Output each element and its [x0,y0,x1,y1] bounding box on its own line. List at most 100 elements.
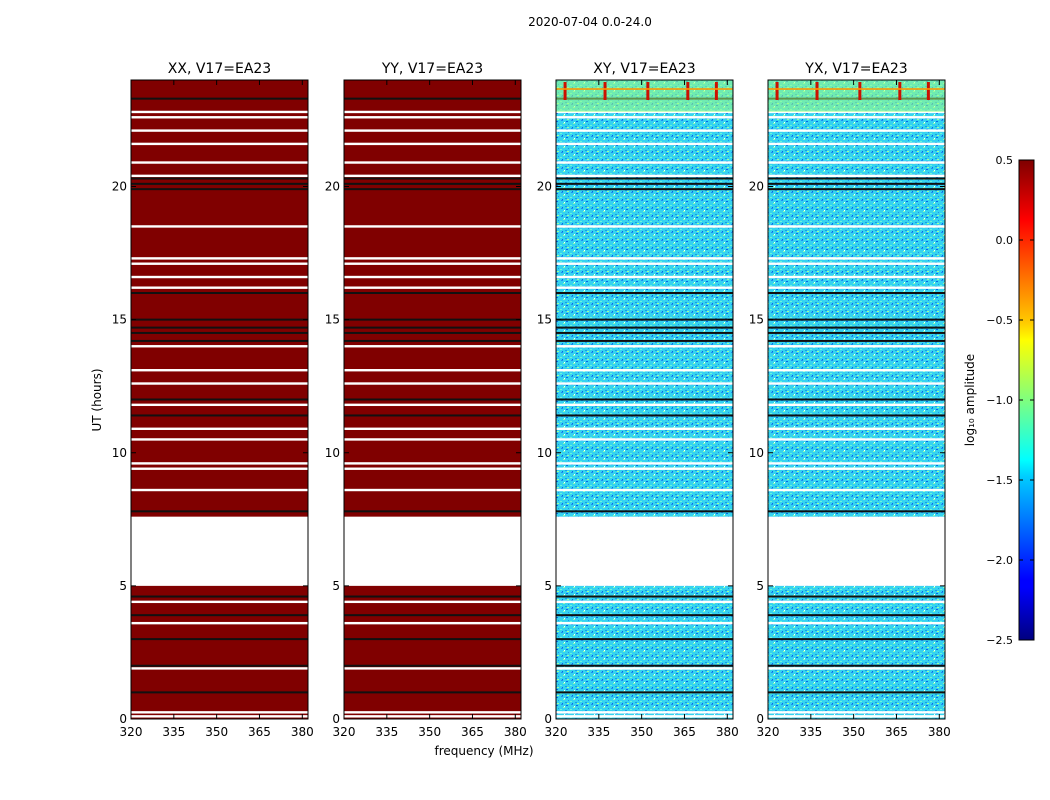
dark-row [768,638,945,641]
panel-1: XX, V17=EA23 320 335 350 365 380 0 5 10 15 20 [112,61,314,739]
dark-row [768,664,945,667]
y-tick-label: 0 [544,712,552,726]
dark-row [556,318,733,321]
blank-row [344,438,521,441]
x-tick-label: 380 [716,725,739,739]
blank-row [131,161,308,164]
x-tick-label: 350 [418,725,441,739]
dark-row [344,97,521,100]
blank-row [131,667,308,670]
blank-row [768,369,945,372]
y-tick-label: 20 [325,180,340,194]
dark-row [344,664,521,667]
blank-row [556,427,733,430]
x-tick-label: 380 [291,725,314,739]
blank-row [768,438,945,441]
warm-band [556,80,733,112]
blank-row [768,257,945,260]
blank-row [344,382,521,385]
y-tick-label: 15 [325,313,340,327]
blank-row [131,110,308,114]
y-tick-label: 0 [119,712,127,726]
dark-row [556,595,733,598]
y-tick-label: 0 [756,712,764,726]
panel-frame [767,79,946,720]
dark-row [344,414,521,417]
dark-row [768,326,945,329]
dark-row [556,510,733,513]
x-tick-label: 335 [799,725,822,739]
rfi-spike [926,82,930,100]
y-axis-label: UT (hours) [90,368,104,431]
blank-row [344,462,521,465]
rfi-row [556,87,733,90]
y-tick-label: 5 [544,579,552,593]
blank-row [131,715,308,718]
dark-row [131,638,308,641]
dark-row [556,182,733,185]
x-tick-label: 380 [504,725,527,739]
y-tick-label: 10 [325,446,340,460]
y-tick-label: 5 [756,579,764,593]
dark-row [131,414,308,417]
y-tick-label: 15 [537,313,552,327]
blank-row [131,129,308,132]
blank-row [556,286,733,289]
blank-row [768,427,945,430]
colorbar-tick-label: 0.5 [996,154,1014,167]
blank-row [131,382,308,385]
x-tick-label: 320 [545,725,568,739]
dark-row [768,331,945,334]
dark-row [131,664,308,667]
colorbar-tick-label: −2.5 [986,634,1013,647]
dark-row [556,188,733,191]
blank-row [768,275,945,279]
heatmap-block-lower [556,585,733,719]
x-tick-label: 365 [248,725,271,739]
rfi-spike [898,82,902,100]
blank-row [768,715,945,718]
dark-row [556,664,733,667]
blank-row [344,225,521,228]
rfi-spike [686,82,690,100]
dark-row [768,595,945,598]
blank-row [556,667,733,670]
colorbar-layer: 0.5 0.0 −0.5 −1.0 −1.5 −2.0 −2.5 [986,154,1035,647]
blank-row [131,257,308,260]
blank-row [556,116,733,119]
blank-row [768,462,945,465]
blank-row [344,257,521,260]
y-tick-label: 0 [332,712,340,726]
panel-4: YX, V17=EA23 320 335 350 365 380 0 5 10 15 20 [749,61,951,739]
blank-row [131,711,308,714]
blank-row [344,667,521,670]
blank-row [556,142,733,146]
blank-row [131,142,308,146]
blank-row [556,438,733,441]
blank-row [768,600,945,604]
y-tick-label: 10 [749,446,764,460]
dark-row [768,510,945,513]
blank-row [556,275,733,279]
dark-row [556,638,733,641]
blank-row [344,345,521,348]
blank-row [344,715,521,718]
panel-title: XY, V17=EA23 [593,61,695,77]
dark-row [768,318,945,321]
dark-row [344,398,521,401]
dark-row [768,414,945,417]
x-axis-label: frequency (MHz) [434,744,533,758]
panel-2: YY, V17=EA23 320 335 350 365 380 0 5 10 15 20 [325,61,527,739]
blank-row [344,403,521,407]
rfi-spike [775,82,779,100]
blank-row [768,116,945,119]
dark-row [344,638,521,641]
dark-row [768,182,945,185]
x-tick-label: 350 [630,725,653,739]
heatmap-block-lower [344,585,521,719]
rfi-spike [563,82,567,100]
rfi-row [768,87,945,90]
blank-row [131,488,308,492]
panel-title: YY, V17=EA23 [381,61,483,77]
